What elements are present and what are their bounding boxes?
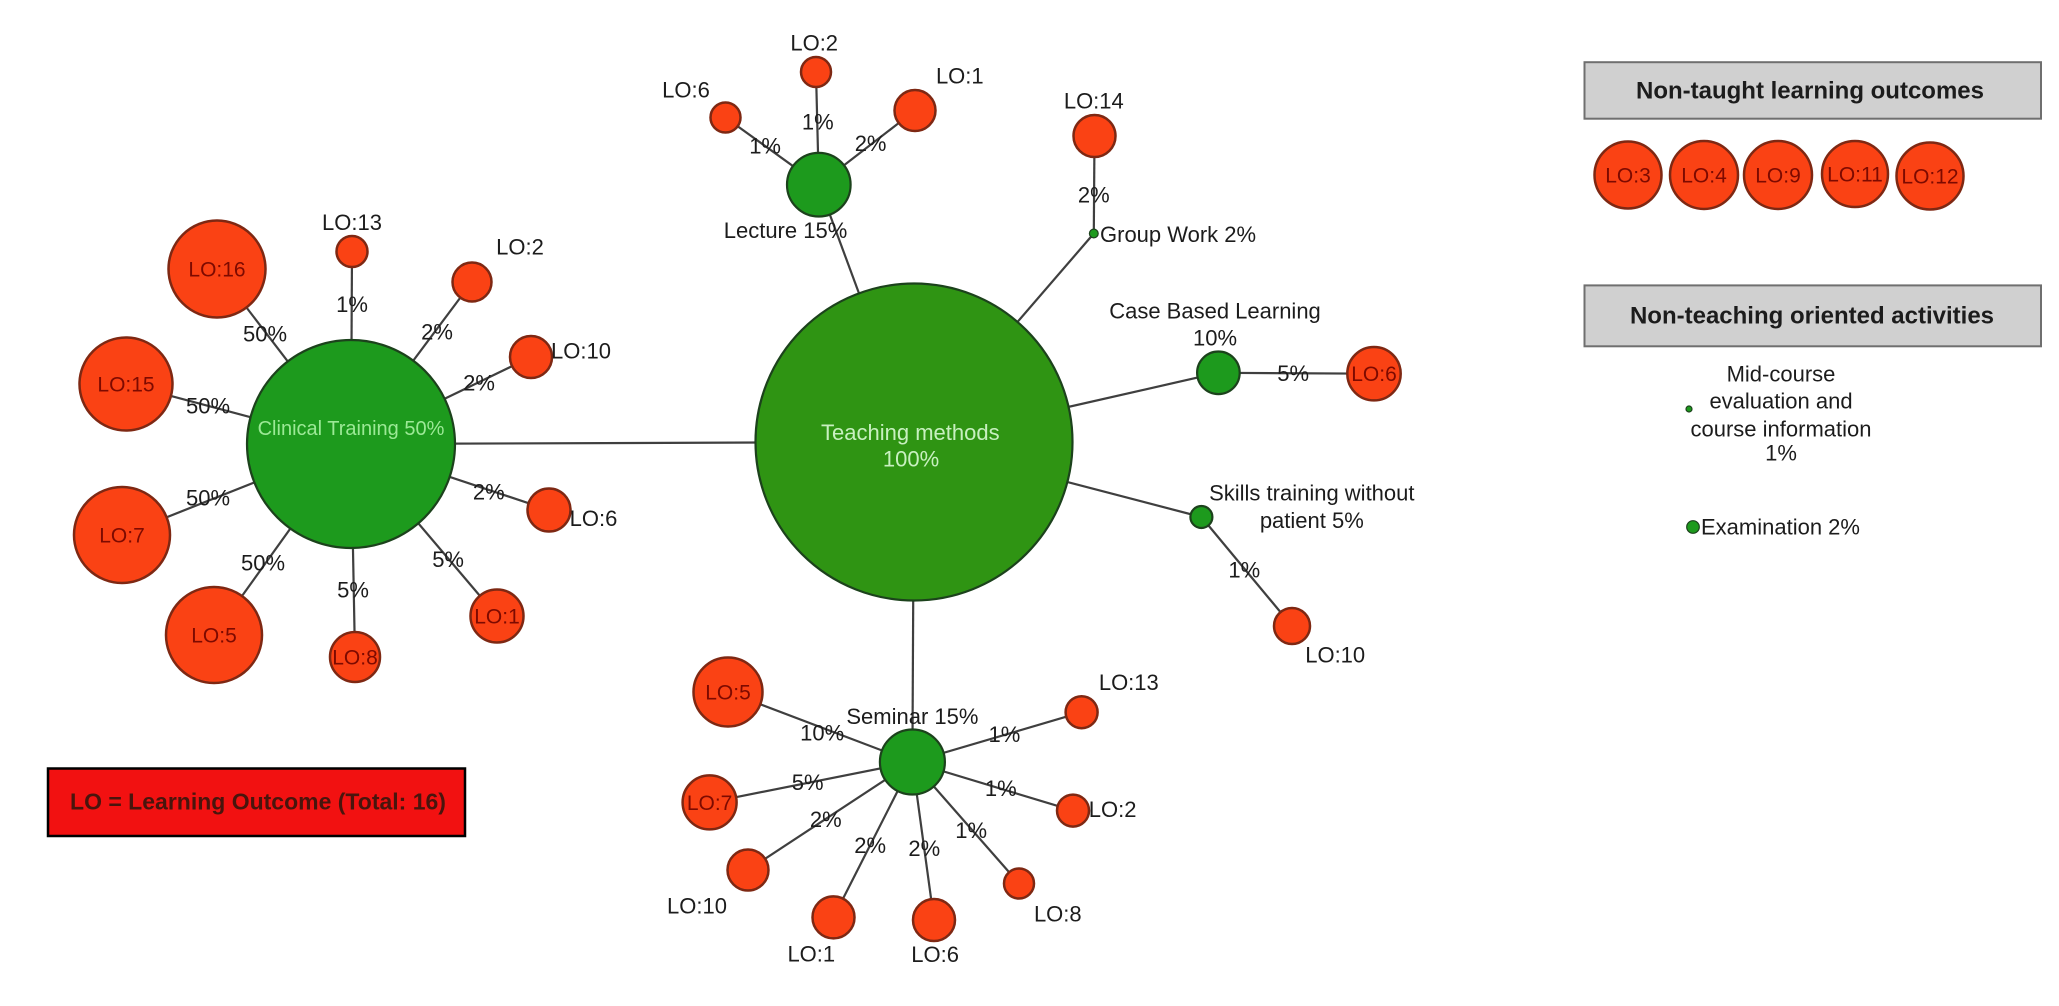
- svg-text:Clinical Training 50%: Clinical Training 50%: [258, 418, 445, 440]
- svg-text:Seminar 15%: Seminar 15%: [846, 704, 978, 729]
- svg-text:LO:4: LO:4: [1681, 165, 1727, 188]
- svg-text:2%: 2%: [421, 320, 453, 345]
- svg-text:1%: 1%: [336, 292, 368, 317]
- svg-text:5%: 5%: [792, 770, 824, 795]
- svg-text:LO = Learning Outcome (Total:: LO = Learning Outcome (Total: 16): [70, 789, 446, 815]
- svg-text:LO:16: LO:16: [188, 259, 245, 282]
- svg-text:50%: 50%: [243, 322, 287, 347]
- svg-text:Non-teaching oriented activiti: Non-teaching oriented activities: [1630, 303, 1994, 330]
- svg-text:LO:2: LO:2: [496, 235, 544, 260]
- svg-text:Group Work 2%: Group Work 2%: [1100, 222, 1256, 247]
- svg-text:LO:3: LO:3: [1605, 165, 1651, 188]
- svg-text:5%: 5%: [337, 578, 369, 603]
- svg-text:LO:9: LO:9: [1755, 165, 1801, 188]
- svg-text:1%: 1%: [955, 818, 987, 843]
- svg-text:1%: 1%: [1765, 441, 1797, 466]
- svg-text:evaluation and: evaluation and: [1709, 389, 1852, 414]
- svg-text:1%: 1%: [1228, 557, 1260, 582]
- svg-text:LO:1: LO:1: [787, 941, 835, 966]
- svg-text:1%: 1%: [989, 722, 1021, 747]
- svg-text:LO:6: LO:6: [911, 942, 959, 967]
- svg-text:LO:6: LO:6: [1351, 363, 1397, 386]
- svg-text:LO:8: LO:8: [332, 647, 378, 670]
- svg-text:2%: 2%: [908, 836, 940, 861]
- svg-text:Lecture 15%: Lecture 15%: [724, 218, 848, 243]
- svg-text:LO:1: LO:1: [474, 606, 520, 629]
- svg-text:1%: 1%: [749, 133, 781, 158]
- svg-text:LO:10: LO:10: [551, 339, 611, 364]
- svg-text:Teaching methods: Teaching methods: [821, 420, 1000, 445]
- svg-text:LO:11: LO:11: [1827, 164, 1883, 187]
- svg-text:2%: 2%: [1078, 182, 1110, 207]
- svg-text:LO:13: LO:13: [1099, 670, 1159, 695]
- svg-text:50%: 50%: [186, 486, 230, 511]
- svg-text:LO:10: LO:10: [1305, 643, 1365, 668]
- svg-text:2%: 2%: [473, 480, 505, 505]
- svg-text:10%: 10%: [800, 721, 844, 746]
- svg-text:LO:6: LO:6: [662, 78, 710, 103]
- svg-text:LO:14: LO:14: [1064, 89, 1124, 114]
- svg-text:LO:13: LO:13: [322, 210, 382, 235]
- svg-text:2%: 2%: [855, 131, 887, 156]
- svg-text:Examination 2%: Examination 2%: [1701, 515, 1860, 540]
- svg-text:5%: 5%: [432, 547, 464, 572]
- svg-text:LO:5: LO:5: [191, 625, 237, 648]
- svg-text:LO:2: LO:2: [1089, 797, 1137, 822]
- svg-text:LO:1: LO:1: [936, 63, 984, 88]
- svg-text:50%: 50%: [241, 551, 285, 576]
- svg-text:50%: 50%: [186, 394, 230, 419]
- svg-text:patient 5%: patient 5%: [1260, 508, 1364, 533]
- svg-text:LO:15: LO:15: [97, 374, 154, 397]
- svg-text:2%: 2%: [463, 371, 495, 396]
- svg-text:Skills training without: Skills training without: [1209, 481, 1414, 506]
- svg-text:LO:5: LO:5: [705, 682, 751, 705]
- svg-text:LO:7: LO:7: [99, 525, 145, 548]
- svg-text:LO:6: LO:6: [570, 506, 618, 531]
- svg-text:LO:12: LO:12: [1901, 166, 1958, 189]
- svg-text:100%: 100%: [883, 446, 939, 471]
- svg-text:5%: 5%: [1277, 361, 1309, 386]
- svg-text:2%: 2%: [854, 833, 886, 858]
- svg-text:LO:8: LO:8: [1034, 902, 1082, 927]
- svg-text:LO:10: LO:10: [667, 894, 727, 919]
- svg-text:1%: 1%: [985, 776, 1017, 801]
- svg-text:2%: 2%: [810, 807, 842, 832]
- svg-text:Mid-course: Mid-course: [1727, 362, 1836, 387]
- svg-text:Non-taught learning outcomes: Non-taught learning outcomes: [1636, 78, 1984, 105]
- svg-text:LO:7: LO:7: [687, 792, 733, 815]
- svg-text:1%: 1%: [802, 109, 834, 134]
- svg-text:course information: course information: [1691, 417, 1872, 442]
- svg-text:10%: 10%: [1193, 326, 1237, 351]
- svg-text:LO:2: LO:2: [790, 31, 838, 56]
- svg-text:Case Based Learning: Case Based Learning: [1109, 299, 1321, 324]
